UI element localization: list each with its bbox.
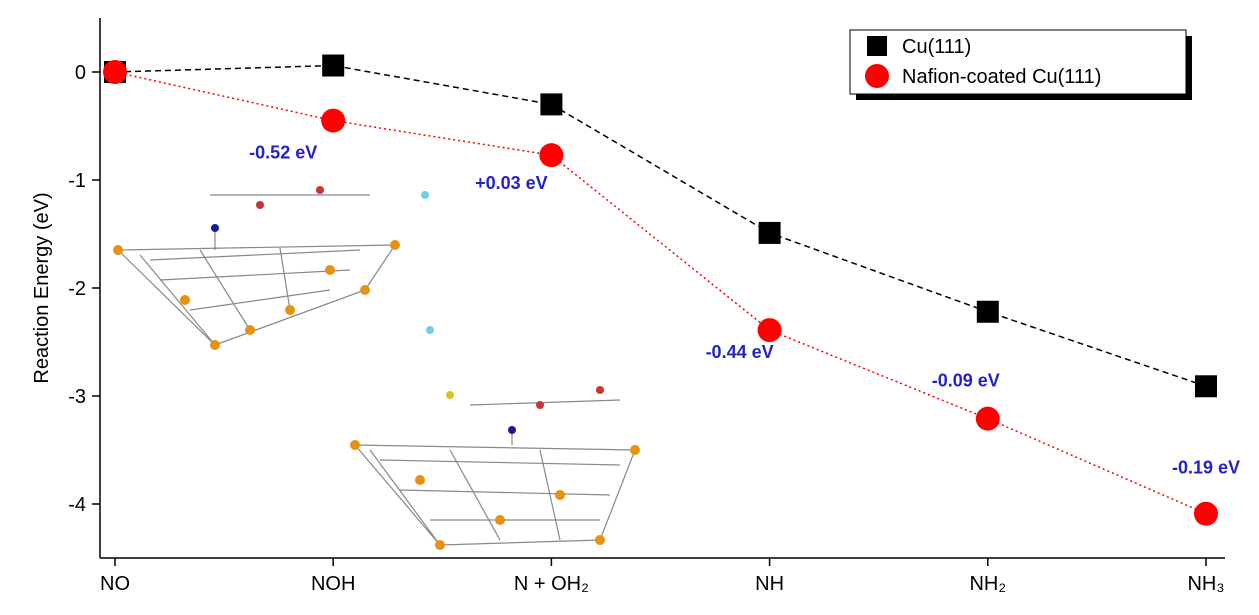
y-tick-label: -3 <box>68 386 86 408</box>
y-axis-label: Reaction Energy (eV) <box>31 192 53 383</box>
annotation: -0.19 eV <box>1172 458 1240 478</box>
x-tick-label: NH <box>755 573 784 595</box>
series-line <box>115 72 1206 514</box>
marker <box>977 301 999 323</box>
marker <box>976 407 1000 431</box>
annotation: -0.09 eV <box>932 371 1000 391</box>
atoms <box>113 186 640 550</box>
legend-label: Nafion-coated Cu(111) <box>902 66 1101 88</box>
marker <box>759 222 781 244</box>
x-tick-label: NO <box>100 573 130 595</box>
annotation: -0.44 eV <box>706 342 774 362</box>
marker <box>758 318 782 342</box>
y-tick-label: -4 <box>68 494 86 516</box>
chart: Reaction Energy (eV) -4 -3 -2 -1 0 NO NOH N + O… <box>0 0 1259 610</box>
marker <box>540 93 562 115</box>
x-tick-label: NH₃ <box>1187 573 1224 595</box>
marker <box>539 143 563 167</box>
marker <box>1195 375 1217 397</box>
y-tick-label: -1 <box>68 170 86 192</box>
legend-marker <box>867 36 887 56</box>
x-tick-label: N + OH₂ <box>514 573 589 595</box>
marker <box>1194 502 1218 526</box>
annotation: -0.52 eV <box>249 143 317 163</box>
marker <box>321 109 345 133</box>
marker <box>103 60 127 84</box>
marker <box>322 55 344 77</box>
legend-marker <box>865 64 889 88</box>
annotation: +0.03 eV <box>475 173 548 193</box>
y-tick-label: 0 <box>75 62 86 84</box>
series-line <box>115 66 1206 387</box>
x-tick-label: NH₂ <box>969 573 1006 595</box>
y-tick-label: -2 <box>68 278 86 300</box>
x-tick-label: NOH <box>311 573 355 595</box>
legend-label: Cu(111) <box>902 36 971 58</box>
